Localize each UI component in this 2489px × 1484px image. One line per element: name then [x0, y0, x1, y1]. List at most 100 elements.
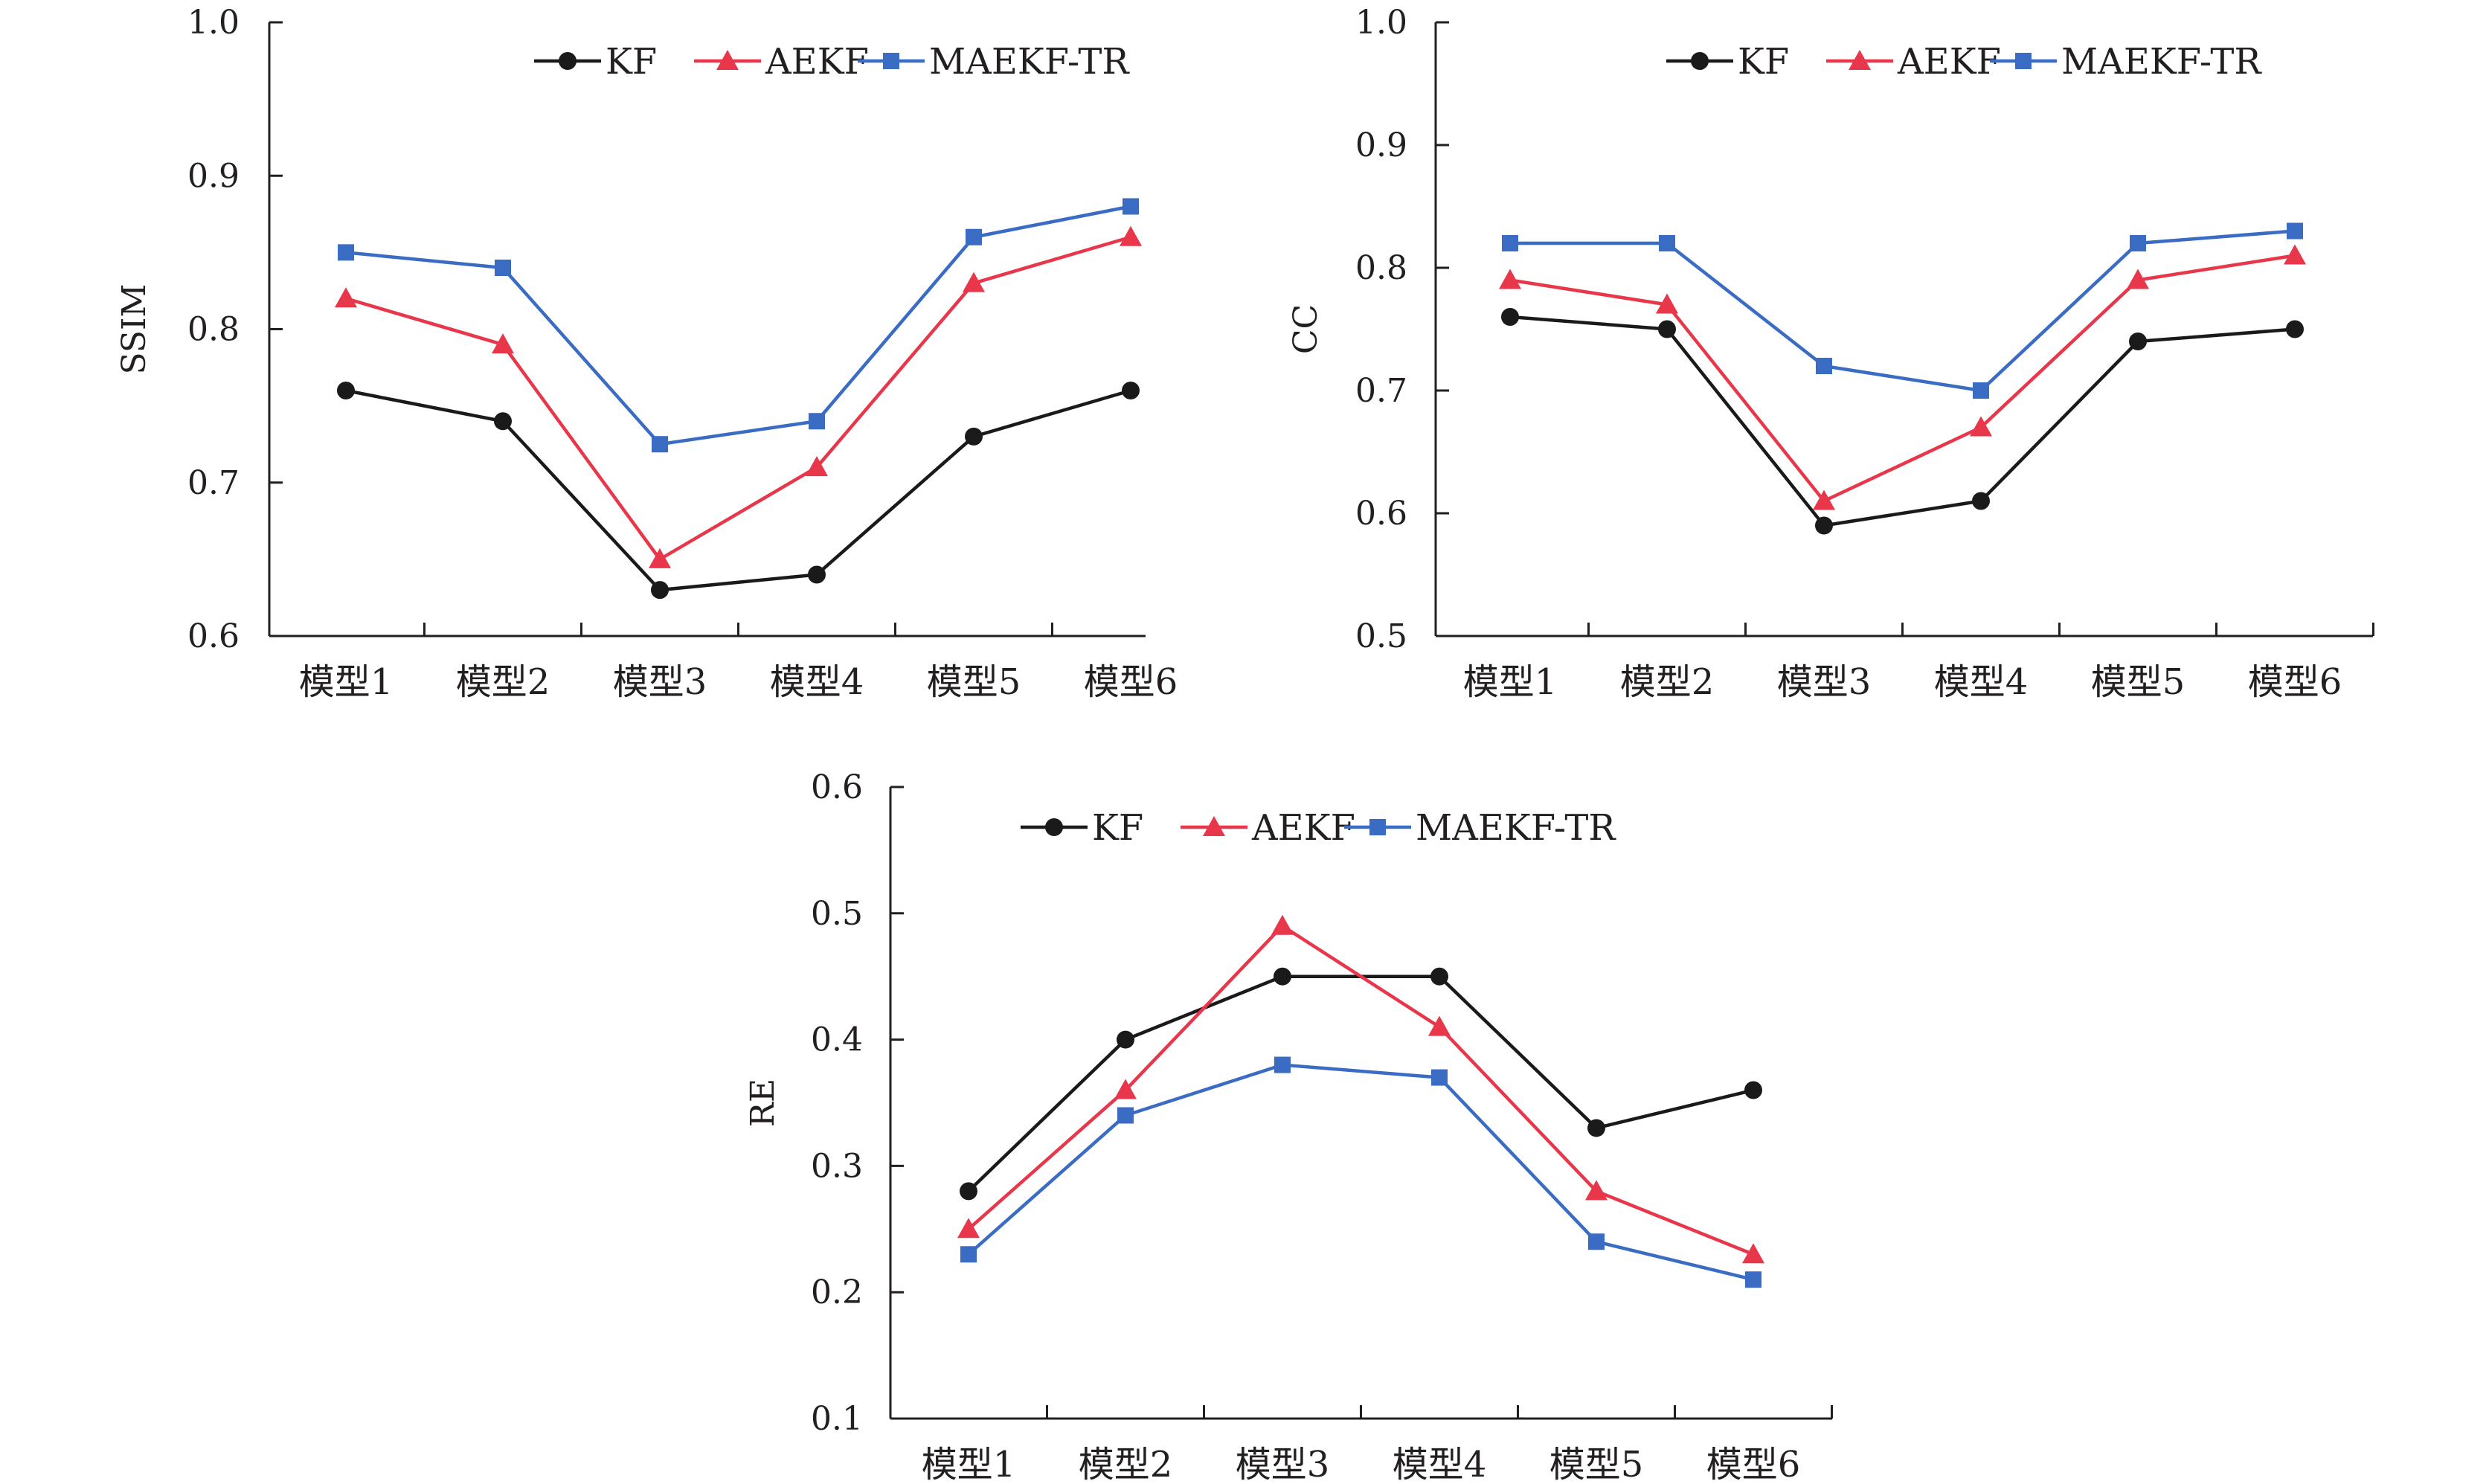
data-point-maekf-tr	[1117, 1107, 1134, 1124]
y-tick-label: 0.1	[811, 1400, 863, 1438]
data-point-maekf-tr	[1973, 382, 1989, 399]
legend-marker	[1045, 818, 1063, 836]
data-point-kf	[965, 427, 983, 446]
chart-panel-2: 0.5 0.6 0.7 0.8 0.9 1.0 模型1 模型2 模型3 模型4 模型5 模型6 CC KF…	[1287, 4, 2374, 703]
data-point-maekf-tr	[1123, 198, 1139, 215]
x-tick-label: 模型4	[1393, 1444, 1487, 1484]
data-point-aekf	[649, 547, 671, 568]
x-tick-label: 模型1	[922, 1444, 1016, 1484]
series-line-maekf-tr	[967, 1063, 1754, 1282]
data-point-aekf	[335, 287, 357, 308]
data-point-aekf	[1585, 1180, 1608, 1201]
data-point-maekf-tr	[1588, 1233, 1605, 1250]
legend-label: MAEKF-TR	[1416, 807, 1616, 849]
data-point-maekf-tr	[1659, 235, 1675, 251]
x-tick-label: 模型6	[1706, 1444, 1801, 1484]
data-point-kf	[1501, 308, 1519, 326]
x-tick-label: 模型6	[2248, 661, 2342, 703]
x-tick-label: 模型5	[927, 661, 1021, 703]
data-point-maekf-tr	[1816, 358, 1832, 374]
series-line-kf	[345, 388, 1131, 592]
data-point-kf	[337, 382, 355, 399]
data-point-kf	[1430, 967, 1448, 986]
chart-panel-3: 0.1 0.2 0.3 0.4 0.5 0.6 模型1 模型2 模型3 模型4 模型5 模型6 RE KF…	[744, 768, 1833, 1484]
data-point-kf	[651, 581, 669, 600]
data-point-maekf-tr	[338, 244, 354, 261]
data-point-aekf	[1114, 1079, 1137, 1099]
y-tick-label: 0.7	[1355, 372, 1407, 410]
y-tick-label: 0.5	[811, 895, 863, 933]
data-point-maekf-tr	[966, 228, 982, 245]
data-point-maekf-tr	[1745, 1271, 1761, 1288]
series-line-maekf-tr	[345, 205, 1131, 446]
legend-label: KF	[606, 41, 657, 83]
data-point-kf	[1117, 1030, 1134, 1049]
data-point-maekf-tr	[1502, 235, 1518, 251]
legend-label: AEKF	[765, 41, 869, 83]
legend: KF AEKF MAEKF-TR	[534, 41, 1130, 83]
y-tick-label: 0.5	[1355, 617, 1407, 655]
x-tick-label: 模型3	[1236, 1444, 1330, 1484]
x-tick-label: 模型1	[1463, 661, 1558, 703]
data-point-kf	[1587, 1119, 1605, 1137]
x-tick-label: 模型6	[1084, 661, 1178, 703]
y-tick-label: 1.0	[187, 4, 240, 42]
x-tick-label: 模型4	[770, 661, 864, 703]
y-axis-title: CC	[1287, 304, 1325, 354]
series-line-aekf	[345, 235, 1131, 562]
x-tick-label: 模型5	[2091, 661, 2185, 703]
series-line-kf	[967, 974, 1754, 1192]
data-point-aekf	[806, 456, 828, 477]
data-point-kf	[1972, 492, 1990, 510]
y-tick-label: 1.0	[1355, 4, 1407, 42]
data-point-aekf	[2284, 244, 2306, 265]
legend-label: KF	[1738, 41, 1789, 83]
legend-marker	[1849, 50, 1871, 70]
data-point-maekf-tr	[652, 436, 668, 453]
series-line-kf	[1509, 315, 2296, 527]
data-point-kf	[808, 565, 826, 584]
data-point-aekf	[1656, 293, 1678, 314]
y-tick-label: 0.6	[1355, 495, 1407, 533]
data-point-kf	[1122, 382, 1140, 399]
y-tick-label: 0.8	[1355, 249, 1407, 287]
series-line-maekf-tr	[1510, 229, 2296, 393]
y-axis-title: RE	[744, 1079, 782, 1127]
data-point-maekf-tr	[960, 1246, 977, 1263]
y-tick-label: 0.4	[811, 1021, 863, 1059]
legend-marker	[559, 52, 577, 70]
y-tick-label: 0.9	[1355, 126, 1407, 164]
x-tick-label: 模型1	[299, 661, 394, 703]
y-tick-label: 0.6	[811, 768, 863, 806]
data-point-kf	[2286, 320, 2304, 338]
data-point-maekf-tr	[495, 260, 511, 276]
data-point-kf	[494, 412, 512, 431]
data-point-aekf	[1813, 489, 1835, 510]
legend-label: AEKF	[1251, 807, 1355, 849]
x-tick-label: 模型2	[1079, 1444, 1173, 1484]
data-point-aekf	[1499, 269, 1521, 289]
x-tick-label: 模型2	[456, 661, 550, 703]
legend-marker	[1369, 819, 1386, 835]
y-tick-label: 0.3	[811, 1147, 863, 1185]
data-point-aekf	[957, 1218, 980, 1239]
data-point-aekf	[1742, 1243, 1764, 1264]
data-point-aekf	[1428, 1015, 1451, 1036]
y-tick-label: 0.6	[187, 617, 240, 655]
data-point-aekf	[1271, 914, 1294, 935]
legend-marker	[883, 53, 899, 69]
x-tick-label: 模型3	[1777, 661, 1872, 703]
series-line-aekf	[1509, 254, 2296, 503]
legend-marker	[716, 50, 739, 70]
data-point-maekf-tr	[2287, 222, 2303, 240]
data-point-kf	[1658, 320, 1676, 338]
data-point-aekf	[492, 333, 514, 354]
x-tick-label: 模型5	[1549, 1444, 1644, 1484]
y-tick-label: 0.9	[187, 157, 240, 195]
data-point-aekf	[963, 272, 985, 292]
data-point-maekf-tr	[2130, 235, 2146, 251]
y-tick-label: 0.8	[187, 311, 240, 349]
x-tick-label: 模型2	[1620, 661, 1715, 703]
x-tick-label: 模型4	[1934, 661, 2029, 703]
